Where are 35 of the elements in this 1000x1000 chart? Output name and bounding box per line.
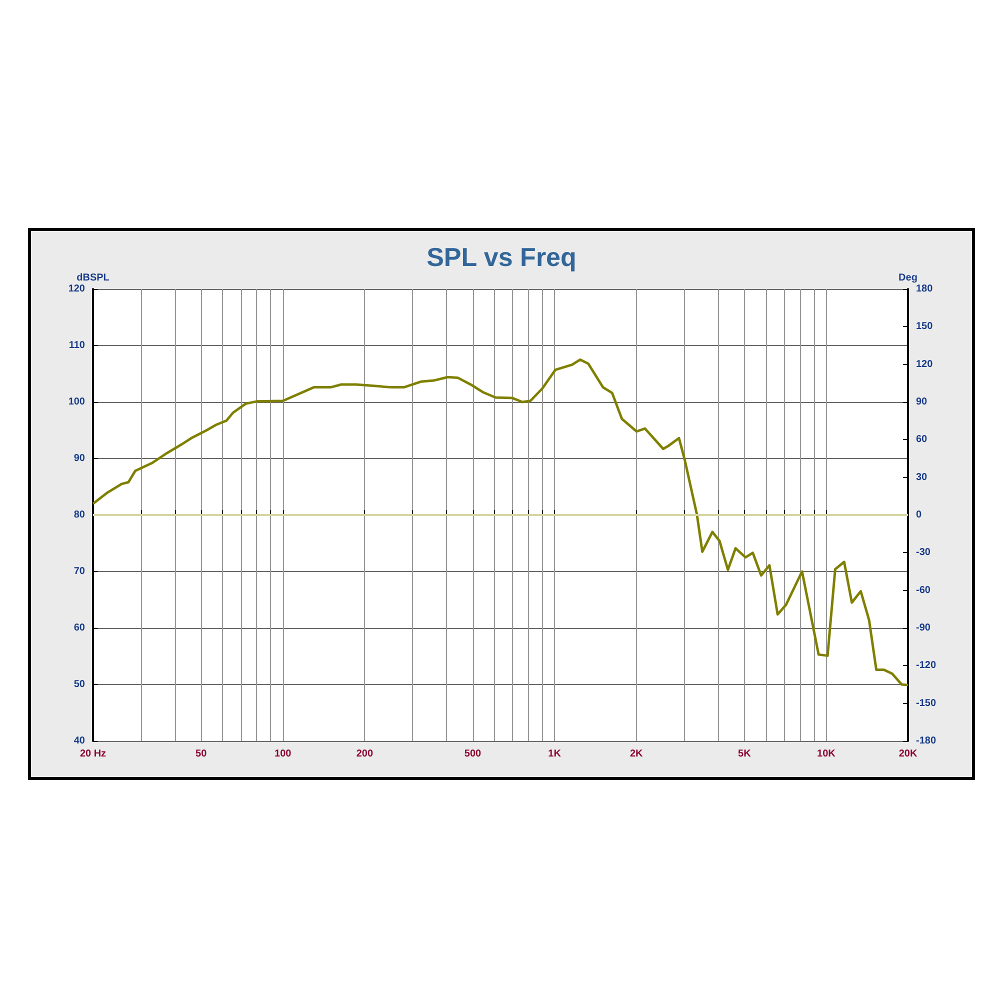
x-tick-label: 500 bbox=[464, 748, 482, 760]
y-tick-label: 110 bbox=[68, 340, 86, 351]
x-tick-label: 20K bbox=[898, 748, 918, 760]
x-tick-label: 10K bbox=[817, 748, 836, 760]
y-tick-label: 90 bbox=[74, 453, 86, 464]
x-tick-label: 2K bbox=[630, 748, 644, 760]
y2-tick-label: -60 bbox=[916, 584, 931, 596]
y2-tick-label: -90 bbox=[916, 622, 931, 634]
y2-tick-label: -150 bbox=[916, 698, 936, 709]
y2-tick-label: 60 bbox=[916, 434, 928, 446]
y2-tick-label: -30 bbox=[916, 547, 931, 558]
y2-tick-label: 0 bbox=[916, 510, 922, 520]
y-tick-label: 70 bbox=[74, 566, 86, 577]
x-tick-label: 50 bbox=[196, 748, 208, 760]
y2-tick-label: -180 bbox=[916, 736, 936, 746]
x-tick-label: 20 Hz bbox=[80, 748, 106, 760]
y2-tick-label: 90 bbox=[916, 396, 928, 408]
y-tick-label: 120 bbox=[68, 284, 86, 294]
y-axis-title: dBSPL bbox=[76, 272, 110, 284]
x-tick-label: 5K bbox=[738, 748, 752, 760]
y2-tick-label: 180 bbox=[916, 284, 934, 294]
y2-tick-label: 150 bbox=[916, 321, 934, 332]
y2-tick-label: -120 bbox=[916, 660, 936, 672]
x-tick-label: 100 bbox=[274, 748, 292, 760]
y-tick-label: 60 bbox=[74, 622, 86, 634]
y-tick-label: 50 bbox=[74, 679, 86, 690]
x-tick-label: 1K bbox=[548, 748, 562, 760]
y2-axis-title: Deg bbox=[898, 272, 918, 284]
chart-title: SPL vs Freq bbox=[426, 242, 576, 272]
y-tick-label: 80 bbox=[74, 510, 86, 520]
y2-tick-label: 120 bbox=[916, 358, 934, 370]
y-tick-label: 100 bbox=[68, 396, 86, 408]
y2-tick-label: 30 bbox=[916, 472, 928, 483]
x-tick-label: 200 bbox=[356, 748, 374, 760]
y-tick-label: 40 bbox=[74, 736, 86, 746]
